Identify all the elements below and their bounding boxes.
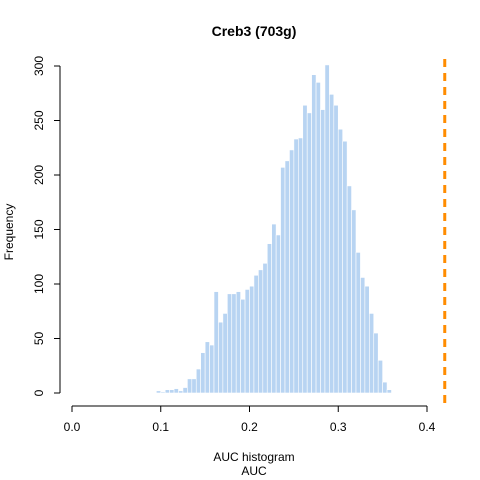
- histogram-bar: [266, 243, 272, 394]
- histogram-bar: [240, 298, 246, 394]
- histogram-bar: [191, 378, 197, 394]
- histogram-bar: [369, 313, 375, 394]
- histogram-bar: [231, 293, 237, 394]
- x-axis: 0.0 0.1 0.2 0.3 0.4: [64, 405, 436, 434]
- histogram-bar: [218, 321, 224, 394]
- y-tick-label: 300: [32, 56, 46, 76]
- x-axis-label: AUC histogram: [213, 450, 294, 464]
- histogram-bar: [324, 64, 330, 394]
- y-axis-label: Frequency: [2, 204, 16, 261]
- y-tick-label: 50: [32, 332, 46, 346]
- histogram-bar: [187, 378, 193, 394]
- x-tick-label: 0.2: [241, 420, 258, 434]
- histogram-bar: [156, 390, 162, 394]
- histogram-bar: [213, 291, 219, 394]
- histogram-bar: [195, 368, 201, 394]
- histogram-bar: [160, 391, 166, 394]
- histogram-bar: [386, 389, 392, 394]
- histogram-bar: [244, 289, 250, 394]
- histogram-bar: [382, 381, 388, 394]
- histogram-bar: [222, 313, 228, 394]
- x-axis-sublabel: AUC: [241, 464, 267, 478]
- histogram-bar: [164, 389, 170, 394]
- y-tick-label: 250: [32, 110, 46, 130]
- x-tick-label: 0.1: [152, 420, 169, 434]
- histogram-bar: [280, 167, 286, 394]
- histogram-bar: [204, 341, 210, 394]
- histogram-bar: [178, 390, 184, 394]
- y-axis: 0 50 100 150 200 250 300: [32, 56, 61, 396]
- histogram-bar: [315, 82, 321, 394]
- histogram-bar: [333, 104, 339, 394]
- histogram-bar: [364, 285, 370, 394]
- histogram-bar: [377, 359, 383, 394]
- histogram-bar: [306, 112, 312, 394]
- histogram-bar: [235, 291, 241, 394]
- histogram-bar: [200, 352, 206, 394]
- histogram-bar: [302, 104, 308, 394]
- histogram-bar: [298, 137, 304, 394]
- chart-title: Creb3 (703g): [212, 23, 297, 39]
- histogram-bar: [182, 387, 188, 394]
- histogram-bar: [173, 388, 179, 394]
- histogram-bar: [351, 209, 357, 394]
- y-tick-label: 0: [32, 389, 46, 396]
- x-tick-label: 0.0: [64, 420, 81, 434]
- histogram-bar: [227, 293, 233, 394]
- histogram-bar: [293, 138, 299, 394]
- histogram-bar: [373, 332, 379, 394]
- histogram-bars: [156, 64, 392, 394]
- histogram-bar: [342, 140, 348, 394]
- x-tick-label: 0.4: [419, 420, 436, 434]
- y-tick-label: 200: [32, 165, 46, 185]
- y-tick-label: 100: [32, 274, 46, 294]
- histogram-bar: [249, 285, 255, 394]
- histogram-bar: [346, 185, 352, 394]
- histogram-bar: [360, 277, 366, 394]
- histogram-bar: [262, 262, 268, 394]
- x-tick-label: 0.3: [330, 420, 347, 434]
- histogram-bar: [289, 149, 295, 394]
- histogram-bar: [253, 274, 259, 394]
- histogram-bar: [209, 344, 215, 394]
- histogram-bar: [311, 74, 317, 394]
- histogram-bar: [320, 109, 326, 394]
- histogram-bar: [284, 160, 290, 394]
- histogram-bar: [355, 252, 361, 394]
- histogram-bar: [275, 234, 281, 394]
- histogram-bar: [258, 269, 264, 394]
- histogram-bar: [329, 94, 335, 394]
- histogram-bar: [337, 128, 343, 394]
- histogram-bar: [271, 223, 277, 394]
- y-tick-label: 150: [32, 219, 46, 239]
- histogram-bar: [169, 389, 175, 394]
